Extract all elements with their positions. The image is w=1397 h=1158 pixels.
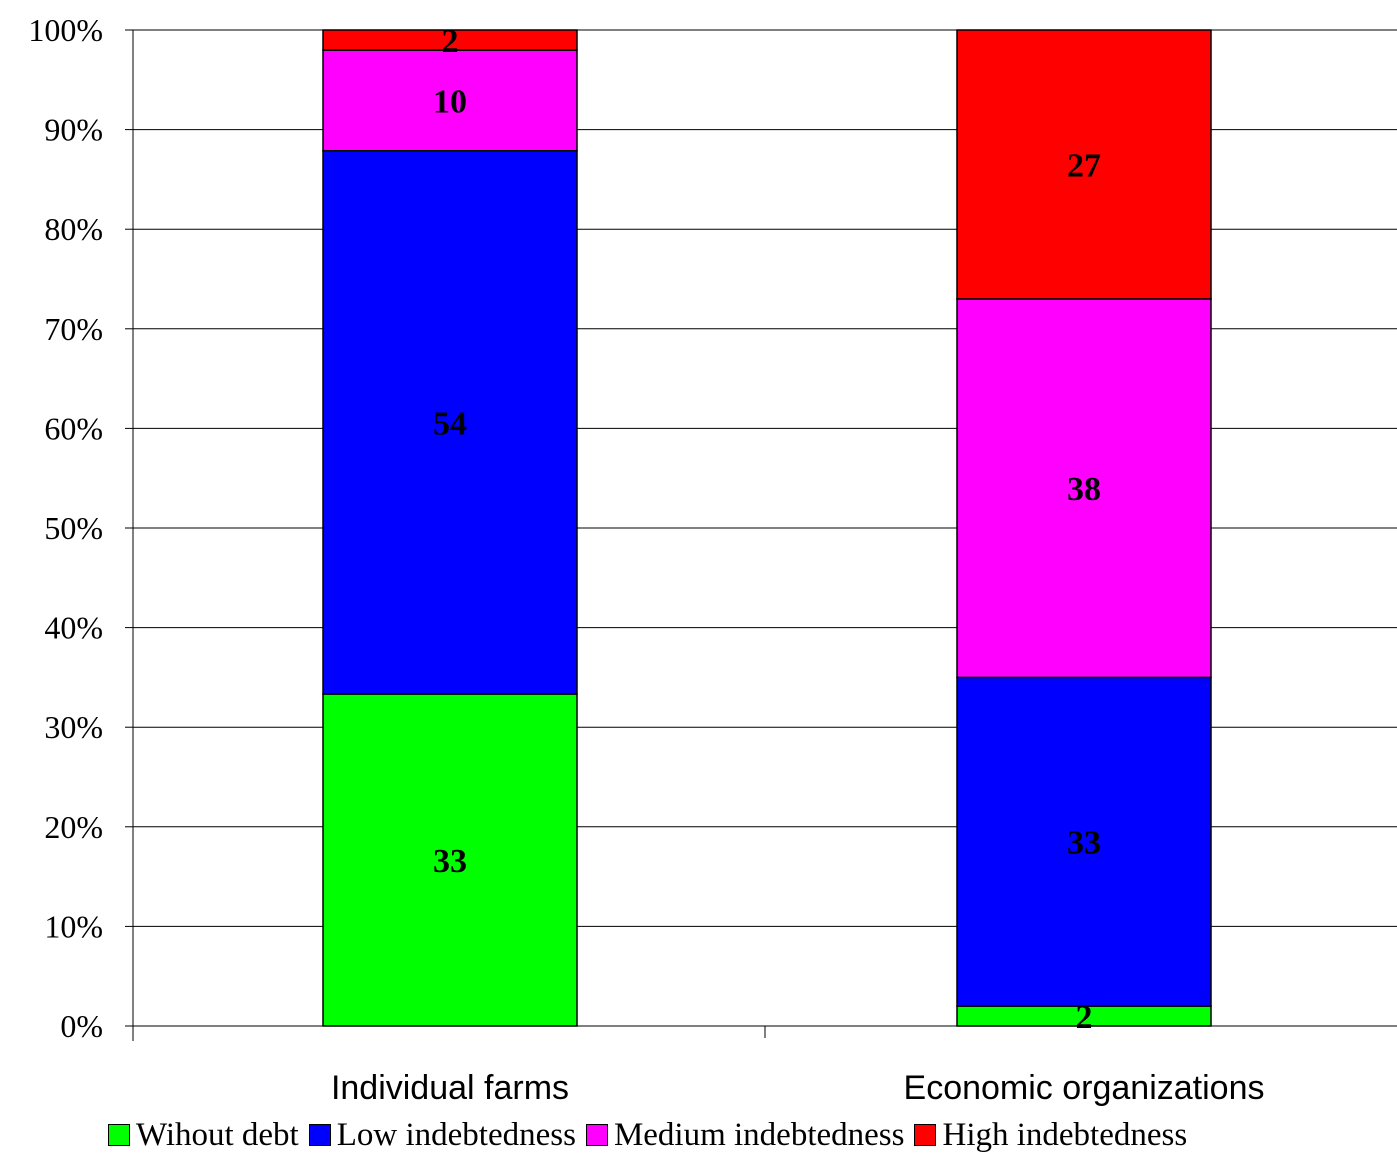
legend-item: High indebtedness (914, 1117, 1187, 1154)
data-label: 54 (433, 405, 467, 442)
y-tick-label: 70% (44, 311, 103, 347)
bars (322, 29, 1212, 1027)
bar-segment (956, 29, 1212, 300)
bar-segment (322, 693, 578, 1027)
y-tick-label: 100% (28, 12, 103, 48)
y-tick-label: 50% (44, 510, 103, 546)
y-tick-label: 90% (44, 112, 103, 148)
legend-item: Wihout debt (108, 1117, 299, 1154)
data-label: 27 (1067, 147, 1101, 184)
legend-label: Wihout debt (136, 1116, 299, 1153)
data-labels: 33 54 10 2 2 33 38 27 (433, 23, 1101, 1036)
legend-swatch (108, 1124, 130, 1146)
legend-swatch (308, 1124, 331, 1146)
bar-segment (322, 29, 578, 51)
legend-swatch (914, 1124, 937, 1146)
bar-segment (322, 149, 578, 695)
y-tick-label: 20% (44, 809, 103, 845)
data-label: 2 (1076, 999, 1093, 1036)
x-axis: Individual farms Economic organizations (133, 1025, 1397, 1107)
legend: Wihout debt Low indebtedness Medium indebt… (108, 1113, 1197, 1157)
y-tick-label: 0% (60, 1008, 103, 1044)
data-label: 38 (1067, 471, 1101, 508)
legend-item: Medium indebtedness (585, 1116, 905, 1154)
y-tick-label: 30% (44, 709, 103, 745)
category-label: Economic organizations (904, 1069, 1265, 1107)
y-tick-label: 60% (44, 410, 103, 446)
legend-label: Medium indebtedness (613, 1116, 905, 1153)
data-label: 2 (442, 23, 459, 60)
data-label: 33 (433, 843, 467, 880)
bar-segment (322, 49, 578, 152)
legend-label: Low indebtedness (336, 1116, 576, 1153)
y-tick-label: 10% (44, 908, 103, 944)
bar-segment (956, 298, 1212, 679)
bar-segment (956, 676, 1212, 1007)
legend-swatch (585, 1124, 608, 1146)
legend-label: High indebtedness (942, 1116, 1188, 1153)
category-label: Individual farms (331, 1069, 569, 1107)
legend-item: Low indebtedness (308, 1116, 576, 1154)
y-axis: 0% 10% 20% 30% 40% 50% 60% 70% 80% 90% 100% (28, 12, 134, 1044)
y-tick-label: 80% (44, 211, 103, 247)
data-label: 33 (1067, 825, 1101, 862)
y-tick-label: 40% (44, 610, 103, 646)
data-label: 10 (433, 83, 467, 120)
